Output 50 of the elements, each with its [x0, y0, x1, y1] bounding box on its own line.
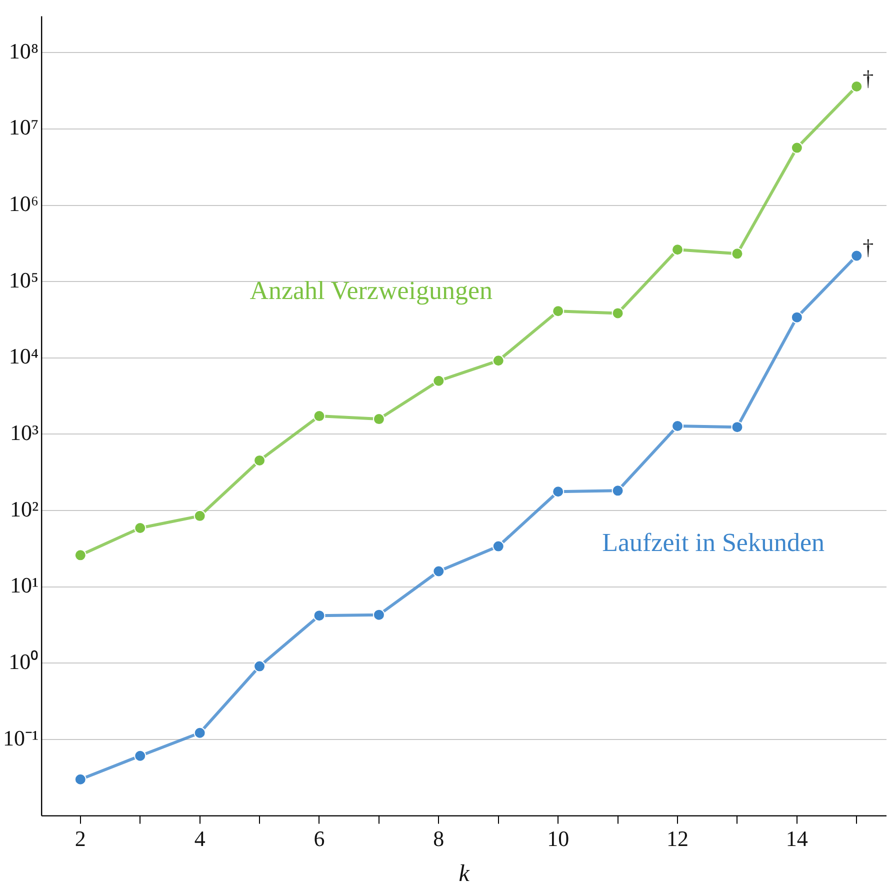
point: [492, 540, 504, 552]
point: [313, 610, 326, 622]
y-tick-label: 10⁵: [8, 267, 39, 292]
point: [850, 250, 863, 262]
point: [74, 773, 86, 786]
point: [552, 305, 564, 318]
y-tick-label: 10⁸: [8, 38, 39, 64]
point: [372, 608, 385, 621]
x-tick-label: 12: [666, 826, 689, 851]
x-tick-label: 8: [433, 826, 444, 851]
y-tick-label: 10⁴: [8, 344, 39, 369]
y-tick-label: 10⁰: [8, 648, 39, 674]
point: [492, 354, 504, 367]
series-label: Laufzeit in Sekunden: [602, 528, 824, 557]
x-tick-label: 6: [314, 826, 325, 851]
x-axis-title: k: [458, 860, 470, 887]
point: [254, 660, 266, 672]
point: [194, 726, 206, 739]
point: [134, 750, 146, 762]
point: [313, 410, 326, 422]
annotation: †: [862, 65, 874, 90]
point: [432, 565, 445, 578]
point: [850, 80, 863, 92]
point: [731, 248, 744, 260]
point: [194, 510, 206, 522]
point: [552, 486, 564, 498]
x-tick-label: 10: [547, 826, 570, 851]
point: [612, 484, 624, 497]
point: [790, 142, 803, 154]
point: [731, 421, 744, 434]
y-tick-label: 10⁶: [8, 191, 39, 216]
y-tick-label: 10¹: [10, 572, 39, 598]
x-tick-label: 14: [786, 826, 808, 851]
y-tick-label: 10²: [10, 496, 39, 522]
series-label: Anzahl Verzweigungen: [250, 276, 493, 305]
point: [790, 311, 803, 324]
x-tick-label: 2: [74, 826, 86, 851]
x-tick-label: 4: [194, 826, 206, 851]
point: [672, 244, 684, 256]
y-tick-label: 10⁻¹: [2, 725, 39, 750]
y-tick-label: 10⁷: [8, 114, 39, 140]
point: [74, 549, 86, 562]
annotation: †: [862, 234, 874, 260]
point: [254, 454, 266, 466]
point: [134, 522, 146, 534]
point: [432, 374, 445, 387]
y-tick-label: 10³: [10, 420, 39, 445]
point: [372, 413, 385, 426]
point: [612, 307, 624, 320]
point: [672, 420, 684, 432]
